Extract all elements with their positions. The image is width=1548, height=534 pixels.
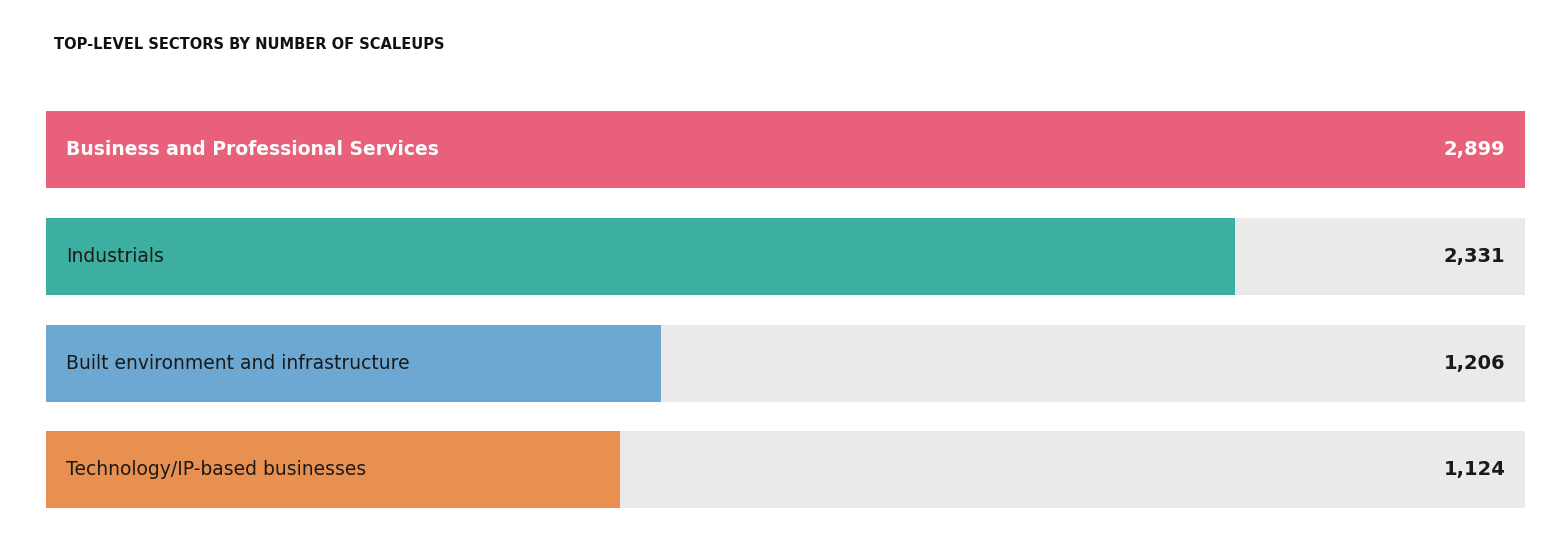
- Bar: [46, 431, 619, 508]
- Bar: [46, 111, 1525, 188]
- Bar: [46, 111, 1525, 188]
- Text: TOP-LEVEL SECTORS BY NUMBER OF SCALEUPS: TOP-LEVEL SECTORS BY NUMBER OF SCALEUPS: [54, 37, 444, 52]
- Text: 2,331: 2,331: [1444, 247, 1506, 266]
- Bar: [46, 325, 661, 402]
- Bar: [46, 218, 1525, 295]
- Bar: [46, 325, 1525, 402]
- Bar: [46, 218, 1235, 295]
- Text: Built environment and infrastructure: Built environment and infrastructure: [65, 354, 409, 373]
- Text: Technology/IP-based businesses: Technology/IP-based businesses: [65, 460, 365, 480]
- Text: 2,899: 2,899: [1444, 140, 1506, 159]
- Text: Industrials: Industrials: [65, 247, 164, 266]
- Bar: [46, 431, 1525, 508]
- Text: 1,124: 1,124: [1444, 460, 1506, 480]
- Text: Business and Professional Services: Business and Professional Services: [65, 140, 438, 159]
- Text: 1,206: 1,206: [1444, 354, 1506, 373]
